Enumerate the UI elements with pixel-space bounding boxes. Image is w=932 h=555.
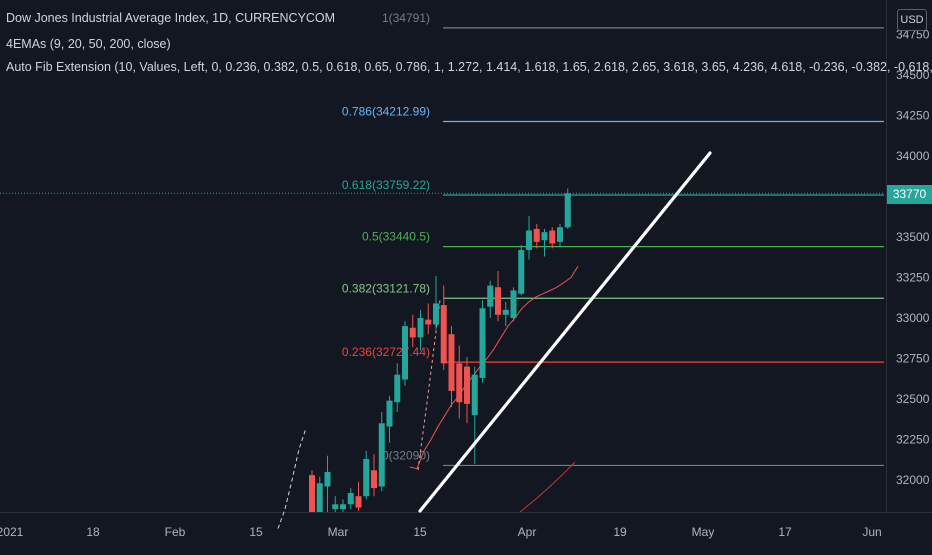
candle-body bbox=[487, 285, 494, 307]
y-tick-label: 34500 bbox=[896, 68, 930, 82]
candle-body bbox=[409, 327, 416, 338]
candle-body bbox=[363, 458, 370, 497]
candle-body bbox=[386, 400, 393, 427]
candle-body bbox=[541, 232, 548, 241]
candle-body bbox=[394, 374, 401, 403]
y-tick-label: 33000 bbox=[896, 311, 930, 325]
y-tick-label: 34750 bbox=[896, 28, 930, 42]
y-tick-label: 32750 bbox=[896, 352, 930, 366]
x-tick-label: Mar bbox=[328, 525, 349, 539]
candle-body bbox=[425, 319, 432, 325]
y-tick-label: 32000 bbox=[896, 473, 930, 487]
candle-body bbox=[433, 303, 439, 325]
y-tick-label: 33250 bbox=[896, 271, 930, 285]
ema-red-dashed-line bbox=[417, 299, 441, 471]
candle-body bbox=[533, 228, 540, 242]
candle-body bbox=[495, 287, 501, 315]
fib-level-label: 0(32090) bbox=[382, 448, 430, 462]
candle-body bbox=[309, 475, 315, 512]
candle-body bbox=[371, 470, 377, 489]
x-tick-label: Jun bbox=[862, 525, 881, 539]
y-tick-label: 32250 bbox=[896, 433, 930, 447]
candle-body bbox=[557, 227, 563, 242]
fib-indicator-label[interactable]: Auto Fib Extension (10, Values, Left, 0,… bbox=[6, 60, 932, 74]
fib-level-label: 0.786(34212.99) bbox=[342, 104, 430, 118]
y-tick-label: 32500 bbox=[896, 392, 930, 406]
ema-red-line bbox=[409, 265, 579, 470]
candle-body bbox=[479, 308, 486, 378]
fib-level-label: 1(34791) bbox=[382, 11, 430, 25]
ema-dashed-line bbox=[277, 428, 307, 529]
x-tick-label: Feb bbox=[165, 525, 186, 539]
candle-body bbox=[471, 374, 478, 416]
candle-body bbox=[332, 504, 339, 510]
y-tick-label: 34250 bbox=[896, 109, 930, 123]
currency-badge[interactable]: USD bbox=[897, 9, 927, 31]
candle-body bbox=[417, 318, 424, 338]
ema-200-line bbox=[519, 461, 576, 513]
current-price-tag: 33770 bbox=[887, 185, 932, 204]
y-tick-label: 34000 bbox=[896, 149, 930, 163]
candle-body bbox=[510, 290, 517, 318]
x-tick-label: 2021 bbox=[0, 525, 24, 539]
candle-body bbox=[378, 423, 385, 487]
candle-body bbox=[340, 504, 346, 510]
x-tick-label: 15 bbox=[413, 525, 427, 539]
candle-body bbox=[518, 249, 525, 294]
fib-level-label: 0.382(33121.78) bbox=[342, 281, 430, 295]
symbol-title[interactable]: Dow Jones Industrial Average Index, 1D, … bbox=[6, 11, 336, 25]
x-tick-label: 19 bbox=[613, 525, 627, 539]
ema-indicator-label[interactable]: 4EMAs (9, 20, 50, 200, close) bbox=[6, 37, 171, 51]
candle-body bbox=[402, 326, 408, 380]
fib-level-label: 0.5(33440.5) bbox=[362, 230, 430, 244]
y-tick-label: 33500 bbox=[896, 230, 930, 244]
x-tick-label: May bbox=[692, 525, 715, 539]
x-tick-label: 18 bbox=[86, 525, 100, 539]
candle-body bbox=[456, 363, 463, 403]
x-tick-label: Apr bbox=[518, 525, 537, 539]
candle-body bbox=[324, 471, 331, 487]
candle-body bbox=[316, 483, 323, 512]
candle-body bbox=[502, 309, 509, 315]
fib-level-label: 0.236(32727.44) bbox=[342, 345, 430, 359]
candle-body bbox=[440, 305, 447, 364]
candle-body bbox=[448, 334, 455, 391]
candle-body bbox=[564, 193, 571, 228]
candle-body bbox=[526, 230, 532, 250]
x-tick-label: 15 bbox=[249, 525, 263, 539]
x-tick-label: 17 bbox=[778, 525, 792, 539]
candle-body bbox=[355, 496, 362, 508]
candle-body bbox=[549, 230, 556, 244]
candle-body bbox=[464, 366, 470, 404]
candle-body bbox=[347, 492, 354, 505]
trend-line bbox=[418, 151, 712, 513]
fib-level-label: 0.618(33759.22) bbox=[342, 178, 430, 192]
